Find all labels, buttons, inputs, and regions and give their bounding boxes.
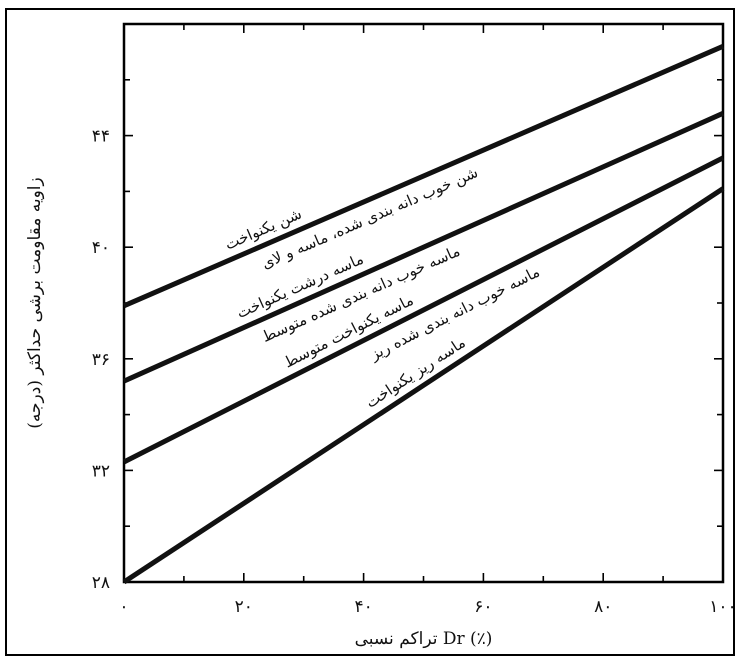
- series-line-1: [123, 44, 724, 309]
- x-tick-label: ۶۰: [474, 597, 492, 617]
- y-tick-label: ۲۸: [92, 573, 110, 593]
- axis-ticks: ۰ ۲۰ ۴۰ ۶۰ ۸۰ ۱۰۰ ۲۸ ۳۲ ۳۶ ۴۰ ۴۴: [92, 23, 737, 617]
- y-tick-label: ۳۲: [92, 461, 110, 481]
- series-line-2: [122, 111, 725, 384]
- series-line-4: [122, 186, 725, 585]
- x-tick-label: ۱۰۰: [709, 597, 736, 617]
- data-lines: [122, 44, 725, 585]
- x-tick-label: ۲۰: [235, 597, 253, 617]
- axis-titles: تراکم نسبی Dr (٪) زاویه مقاومت برشی حداکث…: [25, 177, 492, 649]
- x-axis-title: تراکم نسبی Dr (٪): [355, 629, 493, 649]
- x-tick-label: ۰: [119, 597, 128, 617]
- y-tick-label: ۴۰: [92, 238, 110, 258]
- outer-frame: [5, 8, 735, 656]
- x-tick-label: ۴۰: [354, 597, 372, 617]
- y-tick-label: ۴۴: [92, 127, 110, 147]
- y-tick-label: ۳۶: [92, 350, 110, 370]
- x-tick-label: ۸۰: [594, 597, 612, 617]
- y-axis-title: زاویه مقاومت برشی حداکثر (درجه): [25, 177, 45, 428]
- series-line-3: [122, 155, 725, 465]
